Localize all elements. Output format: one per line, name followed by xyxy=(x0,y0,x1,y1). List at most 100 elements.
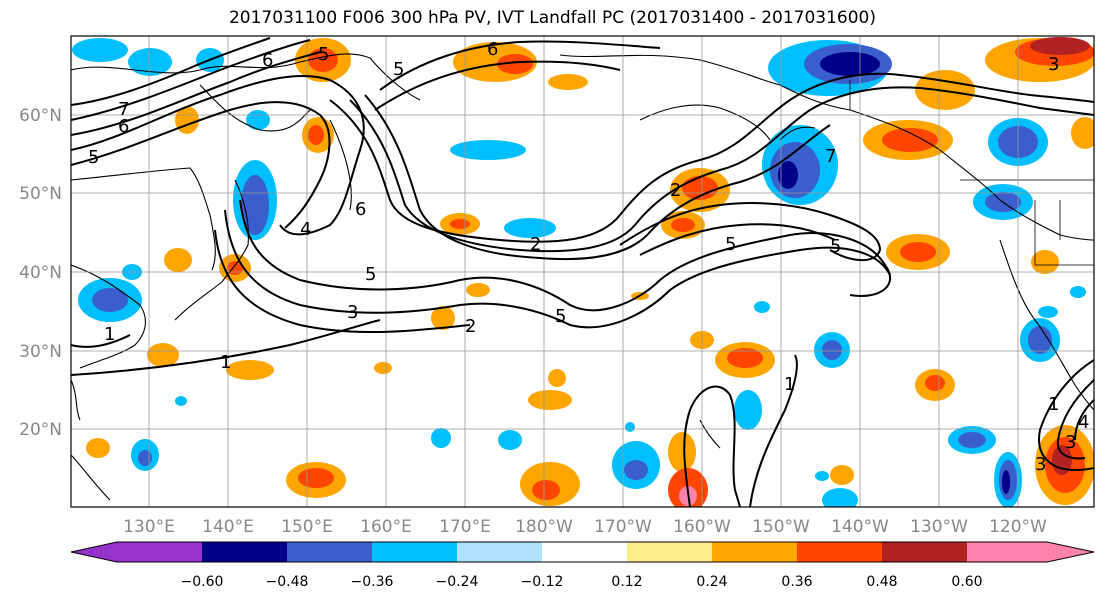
lon-label: 140°E xyxy=(202,517,254,537)
lat-label: 60°N xyxy=(19,106,62,126)
colorbar-tick-label: 0.12 xyxy=(611,574,642,590)
contour-labels: 6 5 7 6 5 6 5 3 6 4 5 3 2 2 5 5 5 2 7 1 … xyxy=(88,39,1089,475)
contour-label: 3 xyxy=(1035,454,1046,475)
colorbar-segment xyxy=(372,542,457,562)
contour-label: 5 xyxy=(88,147,99,168)
border xyxy=(1034,200,1094,266)
negative-anomaly xyxy=(246,110,270,130)
positive-anomaly xyxy=(374,362,392,374)
positive-anomaly xyxy=(528,390,572,410)
negative-anomaly xyxy=(1038,306,1058,318)
colorbar-tick-label: −0.36 xyxy=(351,574,394,590)
negative-anomaly xyxy=(72,38,128,62)
negative-anomaly xyxy=(92,288,128,312)
colorbar-segment xyxy=(202,542,287,562)
pv-contour xyxy=(224,209,891,329)
contour-label: 4 xyxy=(1078,412,1089,433)
coastline xyxy=(71,53,421,101)
negative-anomaly xyxy=(778,161,798,189)
lat-label: 50°N xyxy=(19,184,62,204)
pv-contour xyxy=(639,223,836,256)
lon-label: 130°W xyxy=(910,517,968,537)
colorbar-segment xyxy=(287,542,372,562)
pv-contour xyxy=(374,60,621,111)
contour-label: 5 xyxy=(830,236,841,257)
positive-anomaly xyxy=(900,242,936,262)
coastline xyxy=(199,84,311,132)
lon-label: 180°W xyxy=(515,517,573,537)
coastline xyxy=(559,54,1094,241)
pv-contour xyxy=(71,74,365,236)
coastline xyxy=(71,167,216,271)
map-content: 6 5 7 6 5 6 5 3 6 4 5 3 2 2 5 5 5 2 7 1 … xyxy=(71,36,1094,507)
pv-contour xyxy=(71,334,131,348)
positive-anomaly xyxy=(925,375,945,391)
positive-anomaly xyxy=(727,348,763,368)
coastline xyxy=(779,126,816,141)
positive-anomaly xyxy=(671,218,695,232)
colorbar-tick-label: 0.48 xyxy=(866,574,897,590)
map-frame xyxy=(70,35,1095,508)
negative-anomaly xyxy=(450,140,526,160)
contour-label: 3 xyxy=(1048,54,1059,75)
colorbar-outline xyxy=(70,541,1095,563)
negative-anomaly xyxy=(431,428,451,448)
contour-label: 1 xyxy=(220,352,231,373)
lon-label: 160°W xyxy=(673,517,731,537)
positive-anomaly xyxy=(431,306,455,330)
positive-anomaly xyxy=(147,343,179,367)
positive-anomaly xyxy=(548,74,588,90)
coastline xyxy=(999,239,1094,411)
lon-label: 130°E xyxy=(123,517,175,537)
colorbar-segment xyxy=(967,542,1047,562)
coastline xyxy=(699,419,721,449)
figure-title: 2017031100 F006 300 hPa PV, IVT Landfall… xyxy=(228,8,876,28)
negative-anomaly xyxy=(734,390,762,430)
positive-anomaly xyxy=(466,283,490,297)
colorbar-tick-label: 0.24 xyxy=(696,574,727,590)
lat-label: 30°N xyxy=(19,342,62,362)
negative-anomaly xyxy=(1070,286,1086,298)
contour-label: 7 xyxy=(118,99,129,120)
negative-anomaly xyxy=(128,48,172,76)
negative-anomaly xyxy=(815,471,829,481)
positive-anomaly xyxy=(497,54,533,74)
pv-contour xyxy=(349,86,1094,253)
colorbar-segment xyxy=(712,542,797,562)
coastline xyxy=(174,179,249,321)
pv-contour xyxy=(71,37,271,106)
colorbar-tick-label: −0.12 xyxy=(521,574,564,590)
contour-label: 1 xyxy=(784,374,795,395)
pv-contour xyxy=(683,385,741,507)
colorbar-segment xyxy=(882,542,967,562)
negative-anomaly xyxy=(1028,326,1052,354)
positive-anomaly xyxy=(450,219,470,229)
contour-label: 5 xyxy=(555,306,566,327)
contour-label: 6 xyxy=(118,116,129,137)
negative-anomaly xyxy=(625,422,635,432)
lon-label: 150°E xyxy=(281,517,333,537)
positive-anomaly xyxy=(1030,37,1090,55)
pv-contour xyxy=(379,40,661,91)
positive-anomaly xyxy=(830,465,854,485)
contour-label: 3 xyxy=(1065,432,1076,453)
pv-contour xyxy=(1074,399,1094,441)
pv-contour xyxy=(71,51,321,136)
negative-anomaly xyxy=(822,340,842,360)
contour-label: 1 xyxy=(104,324,115,345)
positive-anomaly xyxy=(548,369,566,387)
pv-contour xyxy=(1038,359,1094,472)
contour-label: 6 xyxy=(487,39,498,60)
contour-label: 5 xyxy=(725,234,736,255)
positive-anomaly xyxy=(86,438,110,458)
coastline xyxy=(71,454,111,501)
lon-label: 150°W xyxy=(752,517,810,537)
lat-label: 20°N xyxy=(19,420,62,440)
coastlines xyxy=(71,53,1094,501)
pv-contour xyxy=(749,354,798,507)
negative-anomaly xyxy=(754,301,770,313)
colorbar-segment xyxy=(457,542,542,562)
negative-anomaly xyxy=(504,218,556,238)
colorbar-tick-label: 0.60 xyxy=(951,574,982,590)
negative-anomaly xyxy=(958,432,986,448)
